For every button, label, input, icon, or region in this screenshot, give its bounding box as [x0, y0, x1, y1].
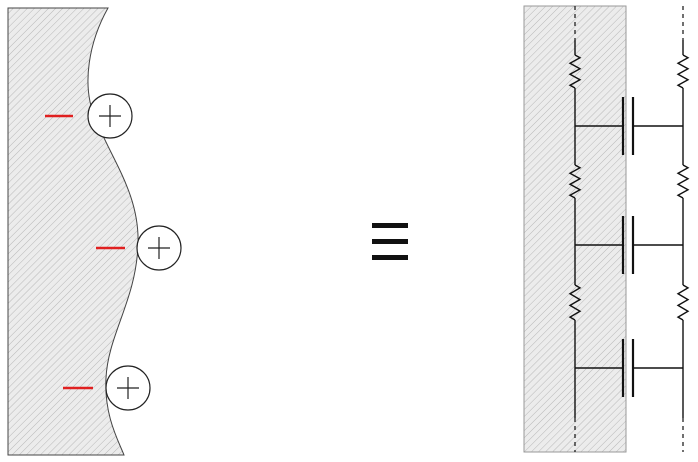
resistor-icon — [568, 54, 582, 89]
resistor-icon — [568, 164, 582, 199]
equivalence-bar-bottom — [372, 255, 408, 260]
resistor-icon — [676, 164, 690, 199]
resistor-icon — [676, 54, 690, 89]
charge-pair — [45, 93, 133, 139]
circuit-network — [568, 6, 690, 452]
equivalent-circuit-panel — [523, 5, 690, 453]
equivalence-symbol — [372, 223, 408, 260]
resistor-icon — [568, 284, 582, 321]
resistor-icon — [676, 284, 690, 321]
charge-pair — [96, 225, 182, 271]
right-rail — [676, 6, 690, 452]
capacitor-branch — [575, 339, 683, 397]
equivalence-bar-top — [372, 223, 408, 228]
capacitor-branch — [575, 216, 683, 274]
charge-pairs — [45, 93, 182, 411]
equivalence-bar-middle — [372, 239, 408, 244]
capacitor-branch — [575, 97, 683, 155]
charge-pair — [63, 365, 151, 411]
